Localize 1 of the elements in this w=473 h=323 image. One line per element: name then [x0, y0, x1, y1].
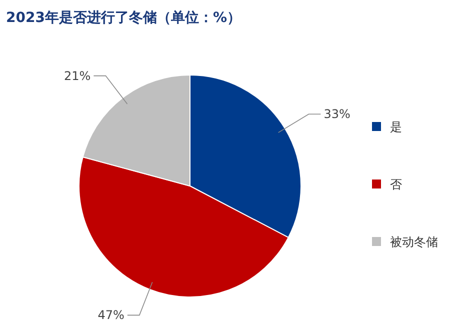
title: 2023年是否进行了冬储（单位：%） — [6, 10, 241, 26]
